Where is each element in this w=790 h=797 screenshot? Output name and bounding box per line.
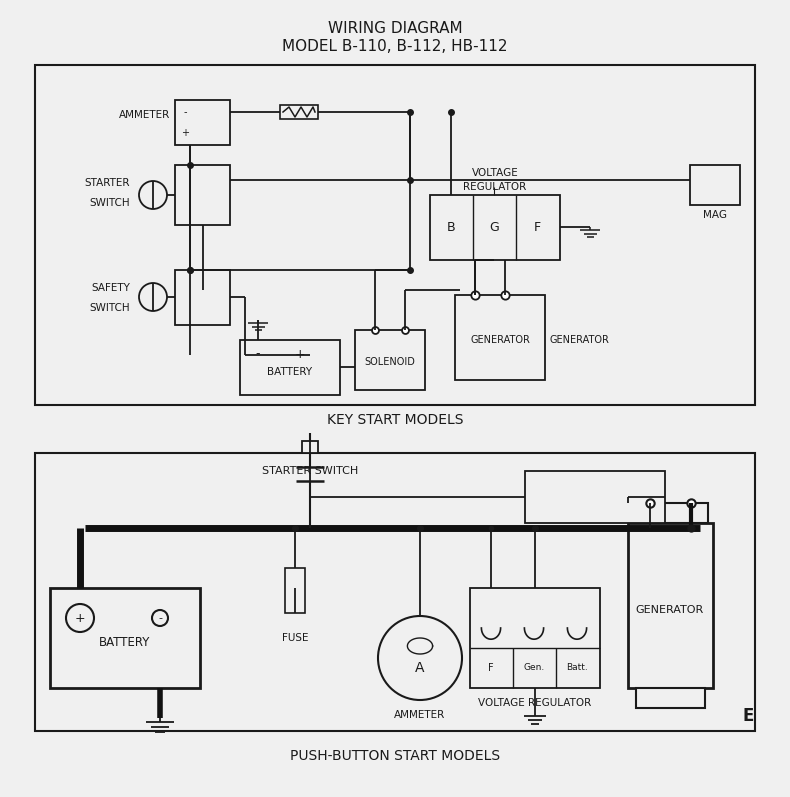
Text: VOLTAGE: VOLTAGE: [472, 168, 518, 178]
Bar: [302, 441, 318, 453]
Text: G: G: [489, 221, 498, 234]
Text: B: B: [446, 221, 455, 234]
Bar: [470, 588, 600, 688]
Text: F: F: [488, 663, 494, 673]
Text: STARTER SWITCH: STARTER SWITCH: [261, 466, 358, 476]
Bar: [636, 688, 705, 708]
Text: Batt.: Batt.: [566, 663, 588, 673]
Text: -: -: [158, 613, 162, 623]
Text: Gen.: Gen.: [523, 663, 544, 673]
Text: E: E: [743, 707, 754, 725]
Bar: [50, 588, 200, 688]
Bar: [175, 165, 230, 225]
Text: SOLENOID: SOLENOID: [364, 357, 416, 367]
Bar: [35, 453, 755, 731]
Text: MODEL B-110, B-112, HB-112: MODEL B-110, B-112, HB-112: [282, 38, 508, 53]
Text: A: A: [416, 661, 425, 675]
Text: PUSH-BUTTON START MODELS: PUSH-BUTTON START MODELS: [290, 749, 500, 763]
Text: FUSE: FUSE: [282, 633, 308, 643]
Bar: [175, 100, 230, 145]
Text: GENERATOR: GENERATOR: [470, 335, 530, 345]
Text: GENERATOR: GENERATOR: [636, 605, 704, 615]
Text: REGULATOR: REGULATOR: [464, 182, 527, 192]
Text: GENERATOR: GENERATOR: [550, 335, 610, 345]
Bar: [633, 503, 708, 523]
Text: AMMETER: AMMETER: [394, 710, 446, 720]
Bar: [690, 165, 740, 205]
Bar: [355, 330, 425, 390]
Bar: [430, 195, 560, 260]
Bar: [35, 65, 755, 405]
Text: AMMETER: AMMETER: [118, 110, 170, 120]
Bar: [455, 295, 545, 380]
Text: SWITCH: SWITCH: [89, 303, 130, 313]
Text: STARTER: STARTER: [85, 178, 130, 188]
Text: MAG: MAG: [703, 210, 727, 220]
Bar: [285, 568, 305, 613]
Text: WIRING DIAGRAM: WIRING DIAGRAM: [328, 21, 462, 36]
Text: SAFETY: SAFETY: [91, 283, 130, 293]
Text: +: +: [181, 128, 189, 138]
Bar: [175, 270, 230, 325]
Text: +: +: [75, 611, 85, 625]
Text: KEY START MODELS: KEY START MODELS: [327, 413, 463, 427]
Text: BATTERY: BATTERY: [268, 367, 313, 377]
Text: F: F: [533, 221, 540, 234]
Text: VOLTAGE REGULATOR: VOLTAGE REGULATOR: [479, 698, 592, 708]
Text: SWITCH: SWITCH: [89, 198, 130, 208]
Text: -: -: [183, 107, 186, 117]
Text: -: -: [256, 347, 260, 360]
Text: BATTERY: BATTERY: [100, 637, 151, 650]
Bar: [240, 340, 340, 395]
Text: +: +: [295, 347, 305, 360]
Bar: [628, 523, 713, 688]
Bar: [280, 105, 318, 119]
Bar: [525, 471, 665, 523]
